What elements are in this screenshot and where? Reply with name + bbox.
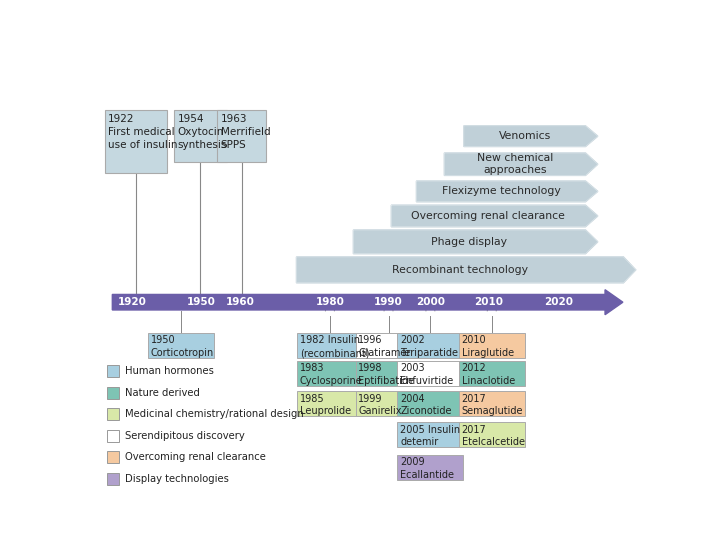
Text: 1950
Corticotropin: 1950 Corticotropin <box>150 335 214 358</box>
Text: 1950: 1950 <box>187 297 216 307</box>
FancyBboxPatch shape <box>148 333 214 358</box>
Text: 2003
Enfuvirtide: 2003 Enfuvirtide <box>400 363 454 386</box>
Text: 1998
Eptifibatide: 1998 Eptifibatide <box>359 363 415 386</box>
FancyBboxPatch shape <box>104 110 167 173</box>
Text: Nature derived: Nature derived <box>125 388 199 398</box>
Text: 2004
Ziconotide: 2004 Ziconotide <box>400 394 451 417</box>
Text: Flexizyme technology: Flexizyme technology <box>441 186 560 197</box>
Text: 2017
Etelcalcetide: 2017 Etelcalcetide <box>462 424 525 447</box>
Text: 1980: 1980 <box>315 297 344 307</box>
FancyBboxPatch shape <box>397 422 463 447</box>
FancyBboxPatch shape <box>107 430 119 442</box>
FancyBboxPatch shape <box>297 333 363 358</box>
Text: 2010
Liraglutide: 2010 Liraglutide <box>462 335 514 358</box>
FancyBboxPatch shape <box>459 391 525 416</box>
FancyBboxPatch shape <box>397 391 463 416</box>
Text: 1999
Ganirelix: 1999 Ganirelix <box>359 394 402 417</box>
FancyBboxPatch shape <box>174 110 227 162</box>
Text: Recombinant technology: Recombinant technology <box>392 265 528 275</box>
Text: Display technologies: Display technologies <box>125 474 228 484</box>
FancyBboxPatch shape <box>356 361 421 386</box>
Text: 2009
Ecallantide: 2009 Ecallantide <box>400 458 454 480</box>
FancyBboxPatch shape <box>397 361 463 386</box>
Text: 2005 Insulin
detemir: 2005 Insulin detemir <box>400 424 460 447</box>
Polygon shape <box>416 181 598 202</box>
Text: 2017
Semaglutide: 2017 Semaglutide <box>462 394 523 417</box>
Polygon shape <box>354 230 598 254</box>
Text: 2010: 2010 <box>474 297 503 307</box>
FancyArrow shape <box>112 290 623 315</box>
Text: 2020: 2020 <box>544 297 573 307</box>
FancyBboxPatch shape <box>459 422 525 447</box>
FancyBboxPatch shape <box>217 110 266 162</box>
Text: Human hormones: Human hormones <box>125 366 213 376</box>
Text: Phage display: Phage display <box>431 237 508 247</box>
FancyBboxPatch shape <box>459 361 525 386</box>
Text: Medicinal chemistry/rational design: Medicinal chemistry/rational design <box>125 409 303 419</box>
Text: 1990: 1990 <box>374 297 403 307</box>
Text: 1960: 1960 <box>226 297 255 307</box>
FancyBboxPatch shape <box>107 451 119 464</box>
Text: 2000: 2000 <box>416 297 445 307</box>
Text: 1922
First medical
use of insulin: 1922 First medical use of insulin <box>108 114 177 150</box>
FancyBboxPatch shape <box>459 333 525 358</box>
FancyBboxPatch shape <box>107 473 119 485</box>
Polygon shape <box>392 205 598 227</box>
FancyBboxPatch shape <box>397 333 463 358</box>
FancyBboxPatch shape <box>356 333 421 358</box>
Text: 1985
Leuprolide: 1985 Leuprolide <box>300 394 351 417</box>
Text: 1996
Glatiramer: 1996 Glatiramer <box>359 335 411 358</box>
FancyBboxPatch shape <box>297 361 363 386</box>
FancyBboxPatch shape <box>356 391 421 416</box>
FancyBboxPatch shape <box>107 408 119 421</box>
Text: Venomics: Venomics <box>498 131 551 141</box>
Text: 1982 Insulin
(recombinant): 1982 Insulin (recombinant) <box>300 335 369 358</box>
Text: Overcoming renal clearance: Overcoming renal clearance <box>125 452 266 463</box>
Text: Overcoming renal clearance: Overcoming renal clearance <box>411 211 565 221</box>
Polygon shape <box>297 257 636 283</box>
Text: 1920: 1920 <box>117 297 146 307</box>
Polygon shape <box>444 153 598 175</box>
Text: New chemical
approaches: New chemical approaches <box>477 153 553 175</box>
FancyBboxPatch shape <box>107 365 119 377</box>
Text: Serendipitous discovery: Serendipitous discovery <box>125 431 244 441</box>
Polygon shape <box>464 126 598 147</box>
FancyBboxPatch shape <box>397 455 463 480</box>
Text: 1983
Cyclosporine: 1983 Cyclosporine <box>300 363 363 386</box>
Text: 1963
Merrifield
SPPS: 1963 Merrifield SPPS <box>220 114 270 150</box>
FancyBboxPatch shape <box>297 391 363 416</box>
FancyBboxPatch shape <box>107 387 119 399</box>
Text: 2002
Teriparatide: 2002 Teriparatide <box>400 335 458 358</box>
Text: 1954
Oxytocin
synthesis: 1954 Oxytocin synthesis <box>177 114 227 150</box>
Text: 2012
Linaclotide: 2012 Linaclotide <box>462 363 515 386</box>
